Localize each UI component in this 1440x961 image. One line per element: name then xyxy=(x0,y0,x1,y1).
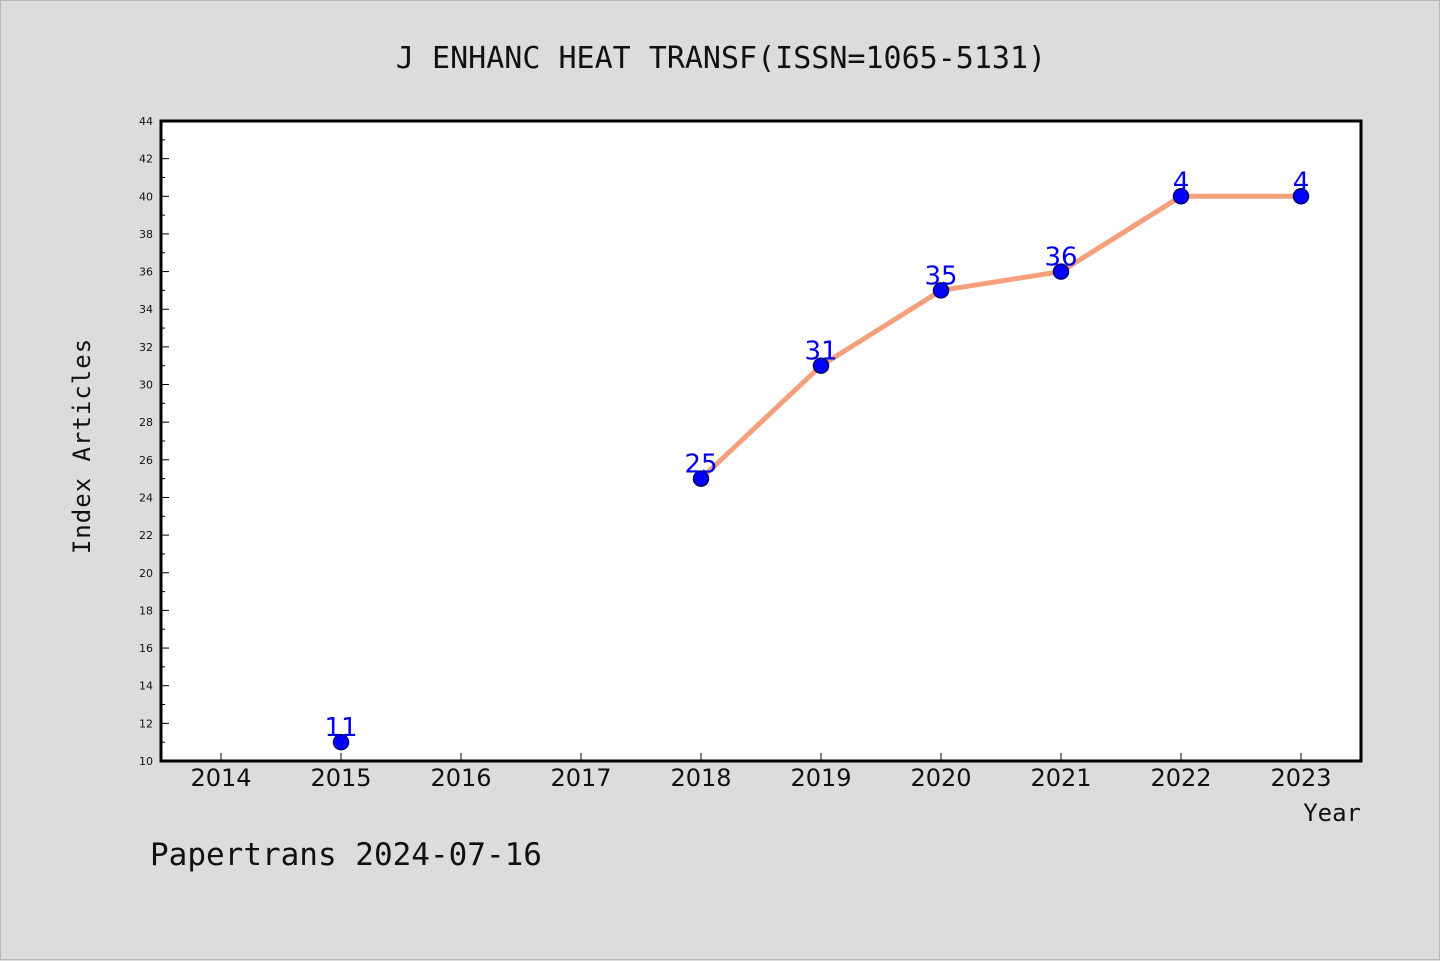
y-tick-label: 18 xyxy=(139,604,153,617)
series-layer: 11 25 31 35 36 4 4 xyxy=(324,167,1310,751)
data-point xyxy=(1172,188,1190,205)
x-axis-ticks: 2014 2015 2016 2017 2018 2019 2020 2021 2022 2023 xyxy=(190,753,1332,792)
y-tick-label: 38 xyxy=(139,228,153,241)
y-axis-label: Index Articles xyxy=(68,338,96,554)
data-label: 35 xyxy=(924,261,957,291)
data-label: 36 xyxy=(1044,243,1077,273)
x-tick-label: 2015 xyxy=(310,764,371,792)
series-line xyxy=(698,193,1304,482)
x-tick-label: 2020 xyxy=(910,764,971,792)
y-tick-label: 14 xyxy=(139,680,153,693)
y-tick-label: 32 xyxy=(139,341,153,354)
plot-border xyxy=(159,119,1363,763)
y-tick-label: 34 xyxy=(139,303,153,316)
x-tick-label: 2014 xyxy=(190,764,251,792)
data-point xyxy=(332,733,350,751)
y-tick-label: 22 xyxy=(139,529,153,542)
data-point xyxy=(812,357,830,374)
data-point xyxy=(692,470,710,487)
x-tick-label: 2023 xyxy=(1270,764,1331,792)
data-point xyxy=(1052,263,1070,280)
y-axis-ticks: 10 12 14 16 18 20 22 24 26 28 30 32 34 36 38 40 42 44 xyxy=(139,115,169,768)
x-tick-label: 2018 xyxy=(670,764,731,792)
y-tick-label: 12 xyxy=(139,717,153,730)
chart-title: J ENHANC HEAT TRANSF(ISSN=1065-5131) xyxy=(396,41,1046,76)
x-tick-label: 2019 xyxy=(790,764,851,792)
x-axis-label: Year xyxy=(1303,799,1361,827)
x-tick-label: 2016 xyxy=(430,764,491,792)
data-point xyxy=(932,282,950,299)
footer-credit: Papertrans 2024-07-16 xyxy=(150,837,542,873)
y-tick-label: 20 xyxy=(139,567,153,580)
y-tick-label: 30 xyxy=(139,379,153,392)
y-tick-label: 42 xyxy=(139,153,153,166)
data-label: 4 xyxy=(1293,167,1310,197)
y-tick-label: 28 xyxy=(139,416,153,429)
data-label: 4 xyxy=(1173,167,1190,197)
y-tick-label: 16 xyxy=(139,642,153,655)
plot-area xyxy=(161,121,1361,761)
y-tick-label: 10 xyxy=(139,755,153,768)
data-point xyxy=(1292,188,1310,205)
y-tick-label: 40 xyxy=(139,190,153,203)
data-label: 31 xyxy=(804,337,837,367)
y-tick-label: 36 xyxy=(139,266,153,279)
data-label: 11 xyxy=(324,713,357,743)
x-tick-label: 2021 xyxy=(1030,764,1091,792)
y-tick-label: 44 xyxy=(139,115,153,128)
x-tick-label: 2017 xyxy=(550,764,611,792)
y-tick-label: 26 xyxy=(139,454,153,467)
x-tick-label: 2022 xyxy=(1150,764,1211,792)
y-tick-label: 24 xyxy=(139,491,153,504)
data-label: 25 xyxy=(684,450,717,480)
